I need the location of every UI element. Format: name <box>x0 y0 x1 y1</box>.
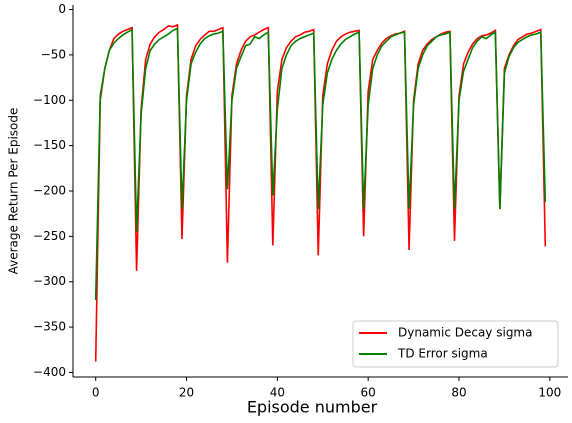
y-tick-label: −100 <box>33 93 66 107</box>
y-tick-label: 0 <box>58 2 66 16</box>
x-tick-label: 80 <box>451 386 466 400</box>
x-tick-label: 20 <box>179 386 194 400</box>
y-axis-label: Average Return Per Episode <box>7 108 21 275</box>
legend-label: Dynamic Decay sigma <box>398 326 532 340</box>
y-tick-label: −250 <box>33 229 66 243</box>
series-line <box>94 27 547 300</box>
x-tick-label: 40 <box>270 386 285 400</box>
y-tick-label: −400 <box>33 365 66 379</box>
y-tick-label: −350 <box>33 320 66 334</box>
legend-box <box>352 320 559 368</box>
legend-label: TD Error sigma <box>397 347 488 361</box>
x-axis-label: Episode number <box>247 398 378 417</box>
series-line <box>94 23 547 362</box>
y-tick-label: −150 <box>33 138 66 152</box>
x-tick-label: 60 <box>361 386 376 400</box>
y-tick-label: −200 <box>33 184 66 198</box>
y-tick-label: −50 <box>41 47 66 61</box>
x-tick-label: 0 <box>92 386 100 400</box>
y-tick-label: −300 <box>33 274 66 288</box>
x-tick-label: 100 <box>538 386 561 400</box>
